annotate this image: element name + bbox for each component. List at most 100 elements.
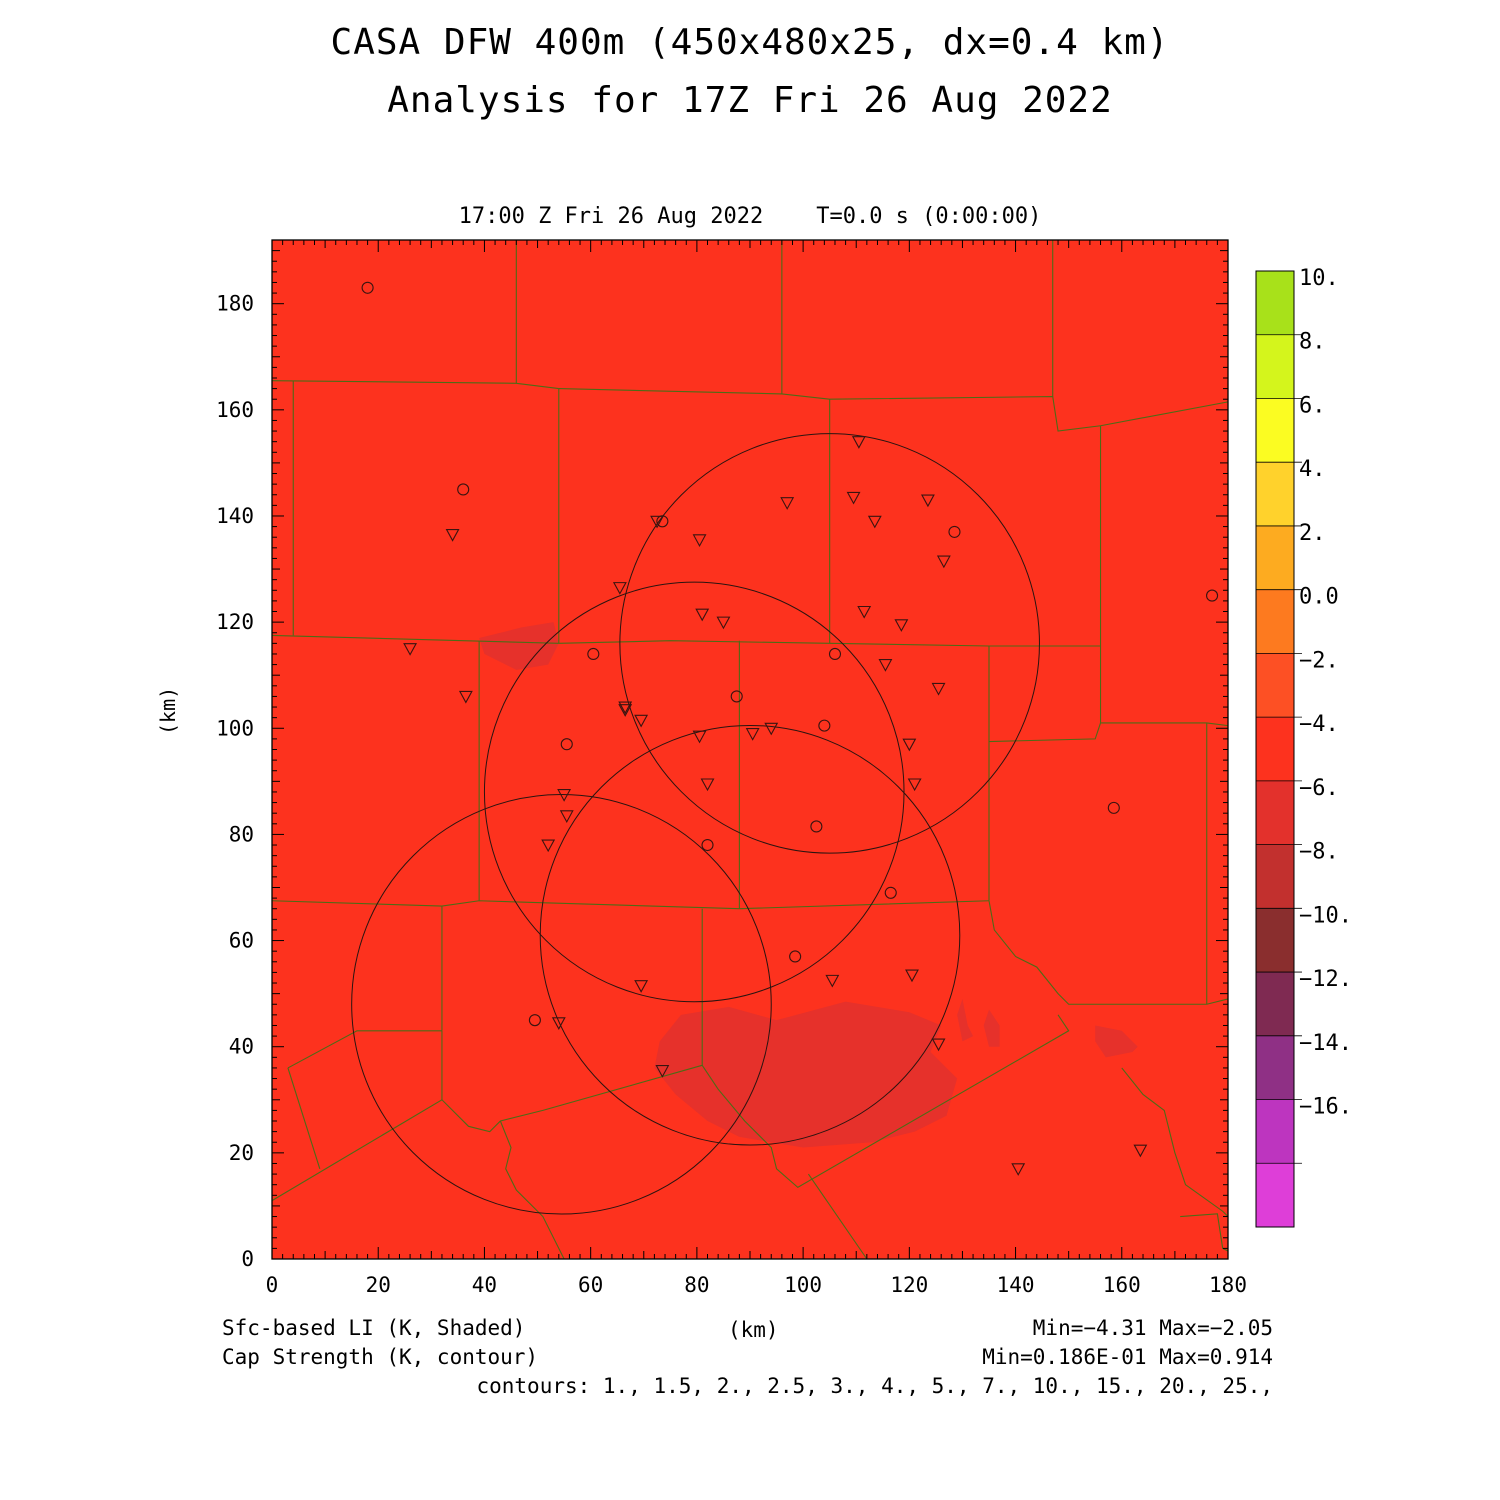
x-tick-label: 180 bbox=[1209, 1273, 1247, 1297]
li-shaded-region bbox=[479, 622, 559, 670]
station-triangle-marker bbox=[920, 494, 935, 508]
station-triangle-marker bbox=[931, 682, 946, 696]
colorbar-label: −10. bbox=[1299, 903, 1352, 928]
x-tick-label: 100 bbox=[784, 1273, 822, 1297]
station-circle-marker bbox=[361, 281, 374, 294]
radar-range-ring bbox=[483, 581, 905, 1003]
station-triangle-marker bbox=[618, 704, 633, 717]
county-border bbox=[988, 900, 1229, 1005]
y-axis-label: (km) bbox=[156, 686, 180, 735]
colorbar-label: −6. bbox=[1299, 776, 1339, 801]
station-circle-marker bbox=[828, 647, 842, 661]
station-triangle-marker bbox=[559, 810, 574, 823]
station-triangle-marker bbox=[692, 730, 707, 744]
station-circle-marker bbox=[701, 838, 714, 852]
radar-range-ring bbox=[619, 433, 1040, 854]
station-triangle-marker bbox=[403, 643, 418, 656]
x-tick-label: 160 bbox=[1103, 1273, 1141, 1297]
station-circle-marker bbox=[1206, 589, 1219, 602]
li-shaded-region bbox=[957, 998, 974, 1042]
station-triangle-marker bbox=[557, 789, 572, 802]
colorbar-label: 0.0 bbox=[1299, 585, 1339, 610]
colorbar-swatch bbox=[1256, 334, 1294, 399]
x-tick-label: 0 bbox=[266, 1273, 279, 1297]
colorbar-swatch bbox=[1256, 717, 1294, 782]
station-circle-marker bbox=[587, 647, 600, 661]
contour-min-max: Min=0.186E-01 Max=0.914 bbox=[982, 1345, 1273, 1369]
colorbar-swatch bbox=[1256, 780, 1294, 846]
li-shaded-region bbox=[1095, 1025, 1138, 1058]
y-tick-label: 20 bbox=[229, 1141, 254, 1165]
county-border bbox=[1121, 1067, 1229, 1217]
county-border bbox=[271, 634, 1101, 647]
county-border bbox=[271, 1014, 1070, 1202]
station-triangle-marker bbox=[936, 555, 951, 569]
colorbar-label: 6. bbox=[1299, 393, 1326, 418]
station-triangle-marker bbox=[851, 436, 866, 449]
colorbar-label: 4. bbox=[1299, 457, 1326, 482]
station-triangle-marker bbox=[655, 1065, 670, 1078]
x-tick-label: 140 bbox=[997, 1273, 1035, 1297]
station-circle-marker bbox=[528, 1014, 541, 1027]
county-border bbox=[1180, 1213, 1229, 1252]
station-triangle-marker bbox=[931, 1038, 946, 1052]
colorbar-label: −14. bbox=[1299, 1031, 1352, 1056]
station-triangle-marker bbox=[878, 659, 893, 672]
contour-field-label: Cap Strength (K, contour) bbox=[222, 1345, 539, 1369]
station-triangle-marker bbox=[695, 608, 710, 622]
colorbar-label: −8. bbox=[1299, 840, 1339, 865]
station-triangle-marker bbox=[458, 690, 473, 704]
station-circle-marker bbox=[560, 738, 573, 751]
shaded-field-label: Sfc-based LI (K, Shaded) bbox=[222, 1316, 526, 1340]
station-triangle-marker bbox=[692, 534, 707, 548]
county-border bbox=[499, 1120, 565, 1260]
county-border bbox=[271, 900, 990, 910]
x-tick-label: 20 bbox=[366, 1273, 391, 1297]
station-triangle-marker bbox=[902, 738, 917, 752]
y-tick-label: 80 bbox=[229, 822, 254, 846]
x-tick-label: 120 bbox=[890, 1273, 928, 1297]
colorbar-frame bbox=[1255, 270, 1295, 1228]
station-triangle-marker bbox=[780, 497, 795, 510]
colorbar-swatch bbox=[1256, 398, 1294, 463]
colorbar-swatch bbox=[1256, 589, 1294, 654]
station-circle-marker bbox=[457, 483, 470, 496]
station-triangle-marker bbox=[905, 969, 919, 983]
colorbar-swatch bbox=[1256, 908, 1294, 973]
station-triangle-marker bbox=[700, 778, 715, 792]
county-border bbox=[287, 1030, 442, 1069]
colorbar-swatch bbox=[1256, 271, 1294, 336]
plot-subtitle: 17:00 Z Fri 26 Aug 2022 T=0.0 s (0:00:00… bbox=[458, 204, 1042, 229]
station-triangle-marker bbox=[894, 619, 909, 632]
station-triangle-marker bbox=[1133, 1144, 1148, 1158]
colorbar-swatch bbox=[1256, 972, 1294, 1037]
colorbar-label: −4. bbox=[1299, 712, 1339, 737]
station-triangle-marker bbox=[764, 722, 779, 736]
station-triangle-marker bbox=[745, 728, 760, 741]
county-border bbox=[807, 1173, 868, 1260]
colorbar-label: 8. bbox=[1299, 330, 1326, 355]
li-shaded-region bbox=[983, 1009, 1000, 1047]
colorbar-swatch bbox=[1256, 844, 1294, 909]
station-triangle-marker bbox=[634, 714, 649, 728]
shaded-min-max: Min=−4.31 Max=−2.05 bbox=[1032, 1316, 1273, 1340]
station-triangle-marker bbox=[907, 778, 922, 792]
station-triangle-marker bbox=[867, 515, 882, 529]
li-shaded-region bbox=[654, 1001, 958, 1148]
station-triangle-marker bbox=[716, 616, 731, 630]
y-tick-label: 100 bbox=[216, 716, 254, 740]
station-triangle-marker bbox=[551, 1017, 566, 1030]
x-tick-label: 60 bbox=[578, 1273, 603, 1297]
station-triangle-marker bbox=[612, 582, 627, 595]
colorbar-swatch bbox=[1256, 525, 1294, 591]
station-triangle-marker bbox=[541, 839, 556, 853]
colorbar-label: −12. bbox=[1299, 967, 1352, 992]
station-circle-marker bbox=[789, 950, 802, 963]
y-tick-label: 120 bbox=[216, 610, 254, 634]
station-triangle-marker bbox=[846, 491, 861, 505]
figure-title-line1: CASA DFW 400m (450x480x25, dx=0.4 km) bbox=[330, 22, 1170, 63]
station-triangle-marker bbox=[618, 701, 633, 715]
county-border bbox=[988, 722, 1229, 743]
station-triangle-marker bbox=[857, 605, 872, 619]
